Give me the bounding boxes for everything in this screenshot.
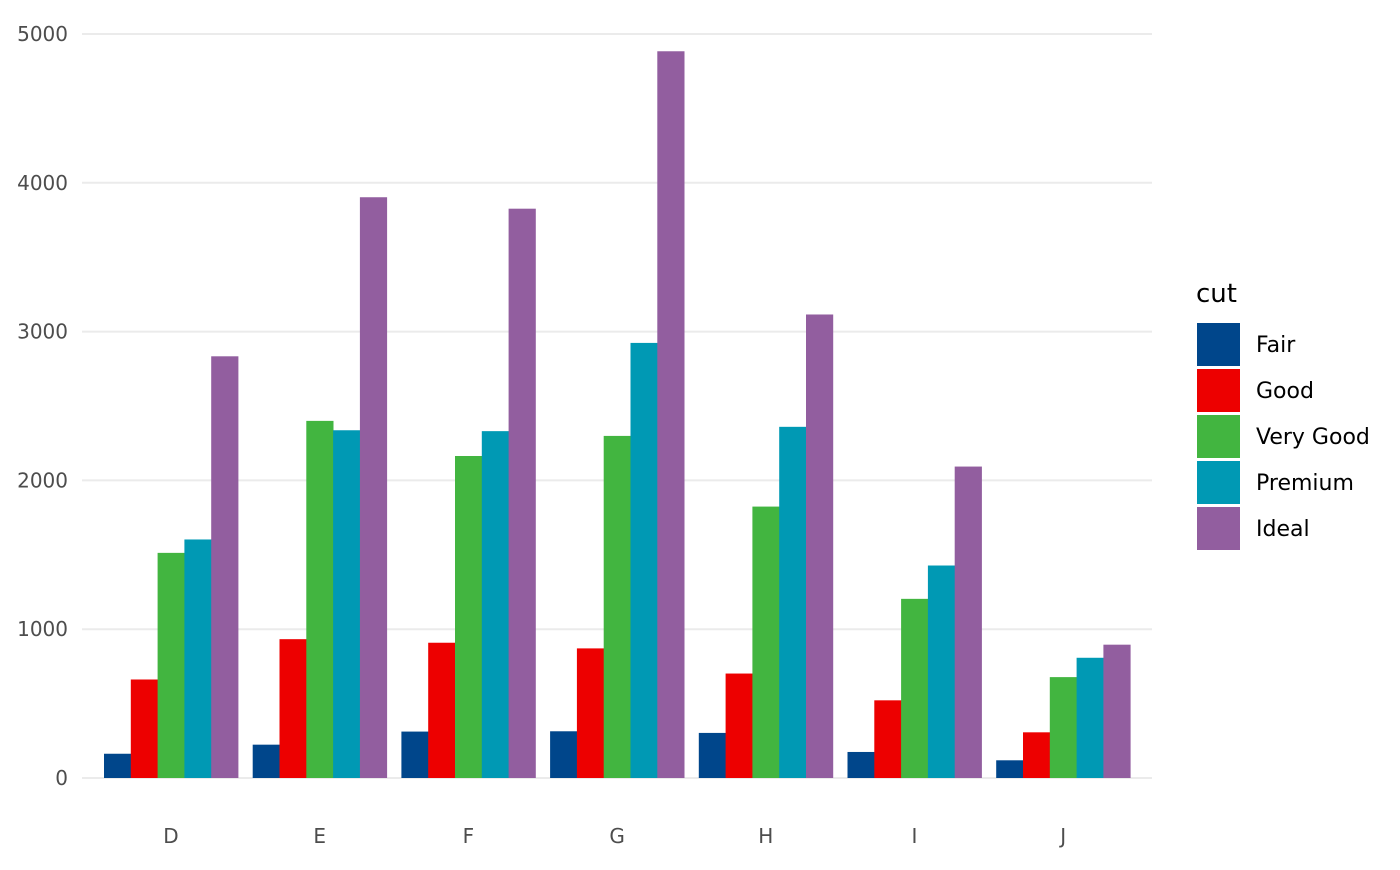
bar-I-very-good (901, 598, 929, 778)
bar-E-good (279, 639, 307, 778)
legend-key-ideal (1197, 507, 1240, 550)
bar-I-ideal (954, 466, 982, 778)
legend-label: Good (1256, 379, 1314, 404)
bar-H-fair (698, 732, 726, 778)
y-tick-label: 3000 (17, 320, 68, 344)
bar-D-ideal (211, 356, 239, 778)
y-tick-label: 5000 (17, 22, 68, 46)
legend-label: Very Good (1256, 425, 1370, 450)
bar-G-premium (630, 342, 658, 778)
x-axis-tick-labels: D E F G H I J (163, 824, 1066, 848)
x-tick-label: F (463, 824, 475, 848)
y-tick-label: 1000 (17, 617, 68, 641)
x-tick-label: J (1058, 824, 1066, 848)
legend-key-premium (1197, 461, 1240, 504)
bar-H-very-good (752, 506, 780, 778)
bar-E-fair (252, 744, 280, 778)
y-tick-label: 4000 (17, 171, 68, 195)
bar-J-good (1023, 732, 1051, 778)
bars (104, 51, 1131, 779)
y-tick-label: 2000 (17, 468, 68, 492)
bar-F-ideal (508, 208, 536, 779)
bar-G-fair (550, 731, 578, 778)
bar-I-fair (847, 751, 875, 778)
legend-label: Premium (1256, 471, 1354, 496)
legend-label: Fair (1256, 333, 1296, 358)
bar-D-very-good (157, 552, 185, 778)
y-axis-tick-labels: 0 1000 2000 3000 4000 5000 (17, 22, 68, 790)
bar-J-premium (1076, 657, 1104, 778)
bar-F-fair (401, 731, 429, 778)
bar-H-premium (779, 426, 807, 778)
legend-key-good (1197, 369, 1240, 412)
x-tick-label: I (912, 824, 918, 848)
bar-F-very-good (455, 455, 483, 778)
bar-J-fair (996, 760, 1024, 778)
legend-title: cut (1196, 279, 1237, 309)
x-tick-label: E (313, 824, 326, 848)
legend: cut Fair Good Very Good Premium Ideal (1196, 279, 1370, 550)
legend-key-fair (1197, 323, 1240, 366)
bar-H-good (725, 673, 753, 778)
bar-E-very-good (306, 420, 334, 778)
bar-G-good (576, 648, 605, 778)
x-tick-label: H (758, 824, 773, 848)
bar-D-good (130, 679, 158, 778)
bar-I-good (874, 700, 902, 778)
bar-J-very-good (1049, 677, 1077, 778)
bar-I-premium (927, 565, 956, 778)
bar-F-premium (481, 431, 509, 778)
x-tick-label: D (163, 824, 178, 848)
y-tick-label: 0 (55, 766, 68, 790)
bar-H-ideal (806, 314, 834, 778)
bar-E-ideal (359, 197, 388, 779)
bar-J-ideal (1103, 644, 1131, 778)
legend-label: Ideal (1256, 517, 1310, 542)
bar-E-premium (333, 430, 361, 778)
bar-G-ideal (657, 51, 685, 778)
bar-G-very-good (603, 435, 631, 778)
bar-D-premium (184, 539, 212, 778)
x-tick-label: G (609, 824, 625, 848)
bar-D-fair (104, 753, 132, 778)
bar-F-good (428, 642, 456, 778)
legend-key-very-good (1197, 415, 1240, 458)
